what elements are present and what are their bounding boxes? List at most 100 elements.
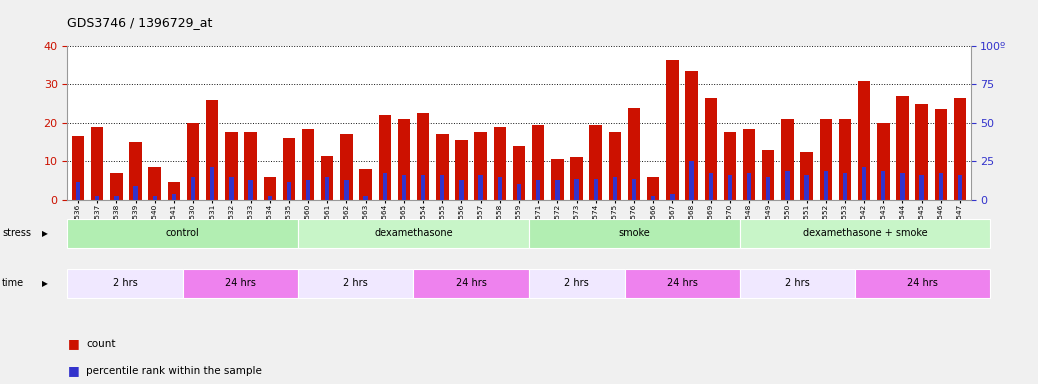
Bar bbox=[383, 173, 387, 200]
Bar bbox=[632, 179, 636, 200]
Bar bbox=[666, 60, 679, 200]
Bar bbox=[282, 138, 295, 200]
Bar bbox=[594, 179, 598, 200]
Bar bbox=[877, 123, 890, 200]
Text: 2 hrs: 2 hrs bbox=[785, 278, 810, 288]
Bar bbox=[651, 196, 655, 200]
Bar bbox=[72, 136, 84, 200]
Bar bbox=[820, 119, 832, 200]
Bar bbox=[187, 123, 199, 200]
Bar bbox=[934, 109, 947, 200]
Text: ▶: ▶ bbox=[42, 279, 48, 288]
Bar bbox=[916, 104, 928, 200]
Bar bbox=[436, 134, 448, 200]
Text: 2 hrs: 2 hrs bbox=[565, 278, 589, 288]
Bar bbox=[248, 180, 253, 200]
Bar bbox=[286, 182, 291, 200]
Bar bbox=[881, 171, 885, 200]
Bar bbox=[497, 177, 502, 200]
Text: percentile rank within the sample: percentile rank within the sample bbox=[86, 366, 262, 376]
Bar bbox=[325, 177, 329, 200]
Bar bbox=[363, 196, 367, 200]
Text: stress: stress bbox=[2, 228, 31, 238]
Bar bbox=[206, 100, 218, 200]
Bar bbox=[459, 180, 464, 200]
Bar bbox=[551, 159, 564, 200]
Text: ▶: ▶ bbox=[42, 229, 48, 238]
Bar bbox=[114, 196, 118, 200]
Bar bbox=[417, 113, 430, 200]
Bar bbox=[590, 125, 602, 200]
Bar bbox=[133, 186, 138, 200]
Bar bbox=[340, 134, 353, 200]
Bar bbox=[743, 129, 756, 200]
Bar bbox=[747, 173, 752, 200]
Bar bbox=[612, 177, 617, 200]
Bar bbox=[402, 175, 406, 200]
Bar bbox=[608, 132, 621, 200]
Text: ■: ■ bbox=[67, 337, 79, 350]
Bar bbox=[766, 177, 770, 200]
Bar bbox=[804, 175, 809, 200]
Bar bbox=[574, 179, 579, 200]
Bar bbox=[153, 196, 157, 200]
Bar bbox=[900, 173, 905, 200]
Text: 24 hrs: 24 hrs bbox=[225, 278, 255, 288]
Bar bbox=[839, 119, 851, 200]
Bar bbox=[474, 132, 487, 200]
Bar bbox=[785, 171, 790, 200]
Bar bbox=[130, 142, 142, 200]
Text: count: count bbox=[86, 339, 115, 349]
Bar bbox=[728, 175, 732, 200]
Bar bbox=[321, 156, 333, 200]
Bar bbox=[225, 132, 238, 200]
Bar bbox=[689, 161, 693, 200]
Text: time: time bbox=[2, 278, 24, 288]
Bar bbox=[823, 171, 828, 200]
Bar bbox=[857, 81, 870, 200]
Bar bbox=[168, 182, 181, 200]
Bar bbox=[379, 115, 391, 200]
Bar bbox=[723, 132, 736, 200]
Text: dexamethasone: dexamethasone bbox=[374, 228, 453, 238]
Bar bbox=[685, 71, 698, 200]
Bar bbox=[244, 132, 256, 200]
Text: 2 hrs: 2 hrs bbox=[344, 278, 368, 288]
Bar bbox=[513, 146, 525, 200]
Bar bbox=[517, 184, 521, 200]
Bar bbox=[302, 129, 315, 200]
Bar bbox=[958, 175, 962, 200]
Bar bbox=[421, 175, 426, 200]
Bar bbox=[210, 167, 215, 200]
Text: smoke: smoke bbox=[619, 228, 650, 238]
Text: ■: ■ bbox=[67, 364, 79, 377]
Bar bbox=[268, 196, 272, 200]
Bar bbox=[920, 175, 924, 200]
Bar bbox=[762, 150, 774, 200]
Bar bbox=[95, 196, 100, 200]
Bar bbox=[148, 167, 161, 200]
Bar bbox=[91, 127, 104, 200]
Bar bbox=[264, 177, 276, 200]
Text: 24 hrs: 24 hrs bbox=[456, 278, 487, 288]
Bar bbox=[938, 173, 943, 200]
Bar bbox=[896, 96, 908, 200]
Bar bbox=[705, 98, 717, 200]
Bar bbox=[647, 177, 659, 200]
Bar bbox=[570, 157, 582, 200]
Bar bbox=[800, 152, 813, 200]
Text: dexamethasone + smoke: dexamethasone + smoke bbox=[802, 228, 927, 238]
Text: control: control bbox=[166, 228, 199, 238]
Bar bbox=[531, 125, 544, 200]
Text: GDS3746 / 1396729_at: GDS3746 / 1396729_at bbox=[67, 16, 213, 29]
Bar bbox=[171, 194, 176, 200]
Bar bbox=[494, 127, 507, 200]
Text: 24 hrs: 24 hrs bbox=[907, 278, 938, 288]
Bar bbox=[628, 108, 640, 200]
Bar bbox=[191, 177, 195, 200]
Bar bbox=[862, 167, 867, 200]
Bar bbox=[456, 140, 468, 200]
Bar bbox=[440, 175, 444, 200]
Bar bbox=[345, 180, 349, 200]
Text: 2 hrs: 2 hrs bbox=[113, 278, 137, 288]
